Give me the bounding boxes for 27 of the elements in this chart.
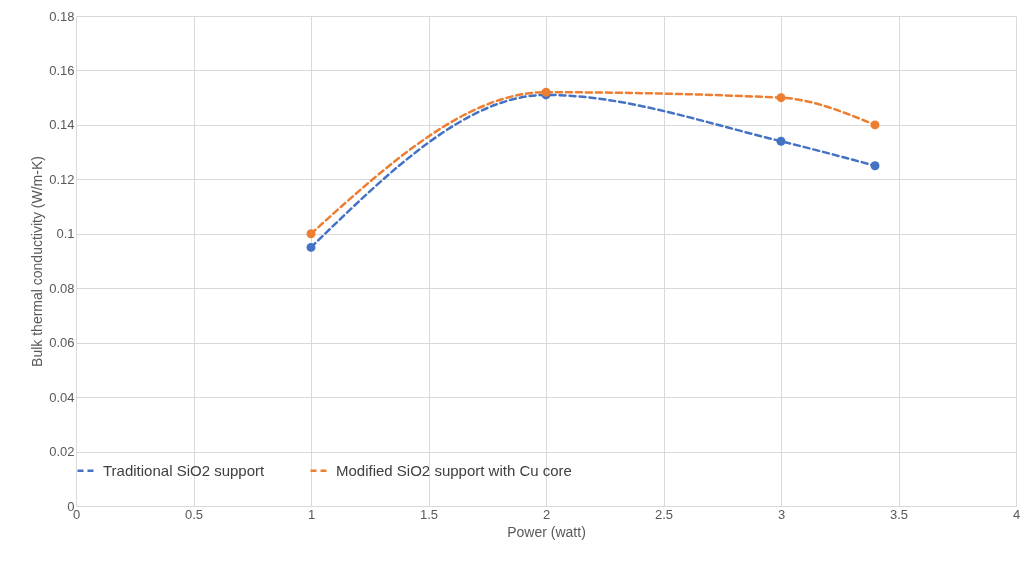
y-tick-label: 0.16 xyxy=(49,62,75,78)
y-tick-label: 0.1 xyxy=(56,226,75,242)
x-tick-label: 1 xyxy=(307,506,316,522)
y-tick-label: 0.06 xyxy=(49,335,75,351)
legend-label: Modified SiO2 support with Cu core xyxy=(336,461,572,479)
y-tick-label: 0.12 xyxy=(49,171,75,187)
y-tick-label: 0.18 xyxy=(49,8,75,24)
point xyxy=(776,136,786,146)
y-tick-label: 0.04 xyxy=(49,389,75,405)
x-tick-label: 1.5 xyxy=(419,506,439,522)
y-tick-label: 0.02 xyxy=(49,444,75,460)
x-tick-label: 0.5 xyxy=(184,506,204,522)
y-tick-label: 0.08 xyxy=(49,280,75,296)
x-axis-title: Power (watt) xyxy=(507,523,586,540)
y-axis-title: Bulk thermal conductivity (W/m-K) xyxy=(29,156,46,367)
x-tick-label: 3 xyxy=(777,506,786,522)
point xyxy=(870,161,880,171)
x-tick-label: 2 xyxy=(542,506,551,522)
point xyxy=(306,229,316,239)
x-tick-label: 4 xyxy=(1012,506,1021,522)
point xyxy=(776,93,786,103)
x-tick-label: 2.5 xyxy=(654,506,674,522)
point xyxy=(306,242,316,252)
legend-label: Traditional SiO2 support xyxy=(103,461,266,479)
point xyxy=(870,120,880,130)
x-tick-label: 3.5 xyxy=(889,506,909,522)
y-tick-label: 0.14 xyxy=(49,117,75,133)
